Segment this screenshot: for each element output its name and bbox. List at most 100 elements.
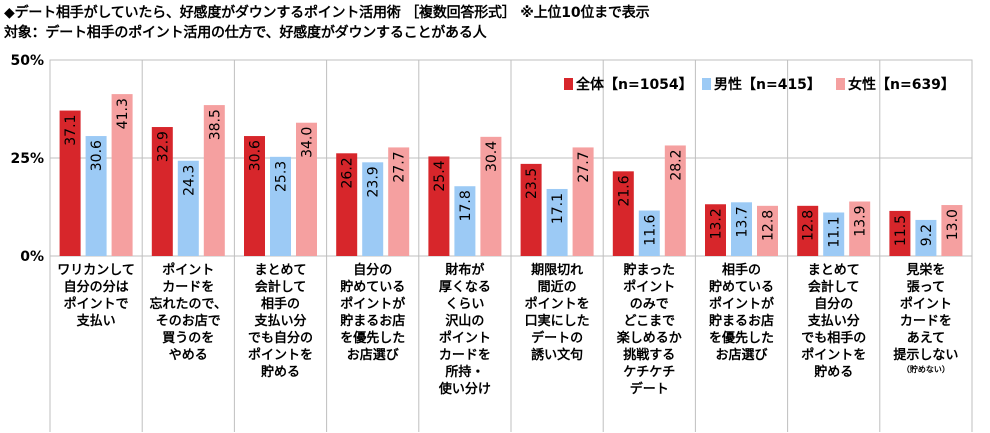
bar bbox=[296, 122, 317, 256]
category-label: 自分の bbox=[814, 296, 853, 312]
category-label: やめる bbox=[169, 348, 208, 363]
bar bbox=[757, 205, 778, 256]
category-label: 挑戦する bbox=[623, 347, 675, 363]
bar bbox=[362, 162, 384, 256]
data-label: 23.5 bbox=[524, 168, 540, 199]
bar bbox=[388, 147, 410, 256]
y-tick-label: 50% bbox=[10, 53, 44, 69]
category-label: 相手の bbox=[261, 296, 300, 312]
legend-label: 女性【n=639】 bbox=[848, 76, 955, 93]
data-label: 11.6 bbox=[642, 214, 658, 245]
category-label: 財布が bbox=[444, 262, 484, 278]
bar bbox=[177, 160, 199, 256]
data-label: 13.9 bbox=[853, 206, 869, 237]
category-label: 自分の bbox=[353, 262, 392, 278]
bar bbox=[59, 110, 81, 257]
category-label: でも自分の bbox=[248, 330, 313, 346]
data-label: 37.1 bbox=[63, 115, 79, 146]
category-label: カードを bbox=[162, 280, 214, 295]
category-label: を優先した bbox=[709, 330, 774, 346]
data-label: 9.2 bbox=[919, 224, 935, 246]
data-label: 25.4 bbox=[432, 160, 448, 191]
data-label: 23.9 bbox=[366, 166, 382, 197]
bar bbox=[849, 201, 871, 256]
legend-label: 全体【n=1054】 bbox=[575, 76, 693, 93]
bar bbox=[546, 188, 568, 256]
category-label: ポイントで bbox=[64, 296, 129, 312]
data-label: 30.4 bbox=[484, 141, 500, 172]
legend-swatch bbox=[564, 78, 573, 90]
bar bbox=[520, 163, 542, 256]
category-label: ポイントが bbox=[340, 296, 405, 312]
bar bbox=[151, 127, 173, 256]
bar bbox=[941, 205, 963, 256]
category-label: 間近の bbox=[538, 279, 577, 295]
bar bbox=[731, 202, 752, 256]
category-label: 会計して bbox=[255, 279, 307, 295]
bar bbox=[823, 212, 845, 256]
category-label: 見栄を bbox=[905, 262, 945, 278]
y-tick-label: 0% bbox=[20, 249, 44, 265]
bar bbox=[270, 156, 291, 256]
bar bbox=[111, 94, 133, 256]
category-label: カードを bbox=[439, 348, 491, 363]
category-label: ポイント bbox=[162, 262, 214, 278]
category-label: お店選び bbox=[347, 347, 400, 363]
category-label: まとめて bbox=[808, 263, 860, 278]
category-label: 貯めている bbox=[340, 279, 405, 295]
data-label: 30.6 bbox=[89, 140, 105, 171]
category-label: 貯めている bbox=[709, 279, 774, 295]
category-label: 支払い分 bbox=[253, 313, 306, 329]
bar bbox=[454, 186, 476, 256]
category-label: ポイント bbox=[623, 279, 675, 295]
category-label: ワリカンして bbox=[57, 263, 135, 278]
category-label: まとめて bbox=[254, 263, 306, 278]
category-label: カードを bbox=[900, 314, 952, 329]
data-label: 17.1 bbox=[550, 193, 566, 224]
data-label: 17.8 bbox=[458, 190, 474, 221]
bar bbox=[428, 156, 450, 256]
data-label: 28.2 bbox=[668, 149, 684, 180]
y-tick-label: 25% bbox=[10, 151, 44, 167]
data-label: 13.0 bbox=[945, 209, 961, 240]
category-label: 提示しない bbox=[893, 347, 958, 363]
category-label: 所持・ bbox=[445, 364, 484, 380]
data-label: 38.5 bbox=[207, 109, 223, 140]
category-label: 忘れたので、 bbox=[150, 296, 227, 312]
data-label: 11.5 bbox=[893, 215, 909, 246]
legend-swatch bbox=[836, 78, 845, 90]
category-label: お店選び bbox=[715, 347, 768, 363]
data-label: 13.2 bbox=[709, 208, 725, 239]
data-label: 13.7 bbox=[735, 206, 751, 237]
bar bbox=[638, 210, 660, 256]
category-label: ポイントを bbox=[248, 347, 313, 363]
category-label: ポイントが bbox=[709, 296, 774, 312]
category-label: 貯める bbox=[261, 364, 300, 380]
category-label: 期限切れ bbox=[531, 263, 583, 278]
category-label: 沢山の bbox=[445, 313, 484, 329]
category-label: を優先した bbox=[340, 330, 405, 346]
category-label: 貯まった bbox=[624, 262, 675, 278]
bar bbox=[612, 171, 634, 256]
legend-label: 男性【n=415】 bbox=[714, 76, 821, 93]
data-label: 25.3 bbox=[274, 161, 290, 192]
category-label: 支払い bbox=[76, 313, 116, 329]
bar bbox=[664, 145, 686, 256]
data-label: 27.7 bbox=[576, 151, 592, 182]
legend-swatch bbox=[702, 78, 711, 90]
category-note: （貯めない） bbox=[902, 364, 950, 374]
category-label: 貯まるお店 bbox=[340, 313, 405, 329]
bar bbox=[480, 136, 502, 256]
category-label: 自分の分は bbox=[64, 279, 129, 295]
category-label: 会計して bbox=[808, 279, 860, 295]
chart-title: ◆デート相手がしていたら、好感度がダウンするポイント活用術 ［複数回答形式］ ※… bbox=[4, 5, 650, 21]
data-label: 32.9 bbox=[155, 131, 171, 162]
category-label: 楽しめるか bbox=[616, 330, 682, 346]
bar bbox=[889, 210, 911, 256]
category-label: 誘い文句 bbox=[531, 347, 583, 363]
bar bbox=[572, 147, 594, 256]
bar bbox=[705, 204, 726, 256]
bar bbox=[797, 205, 819, 256]
chart-subtitle: 対象：デート相手のポイント活用の仕方で、好感度がダウンすることがある人 bbox=[4, 25, 487, 41]
